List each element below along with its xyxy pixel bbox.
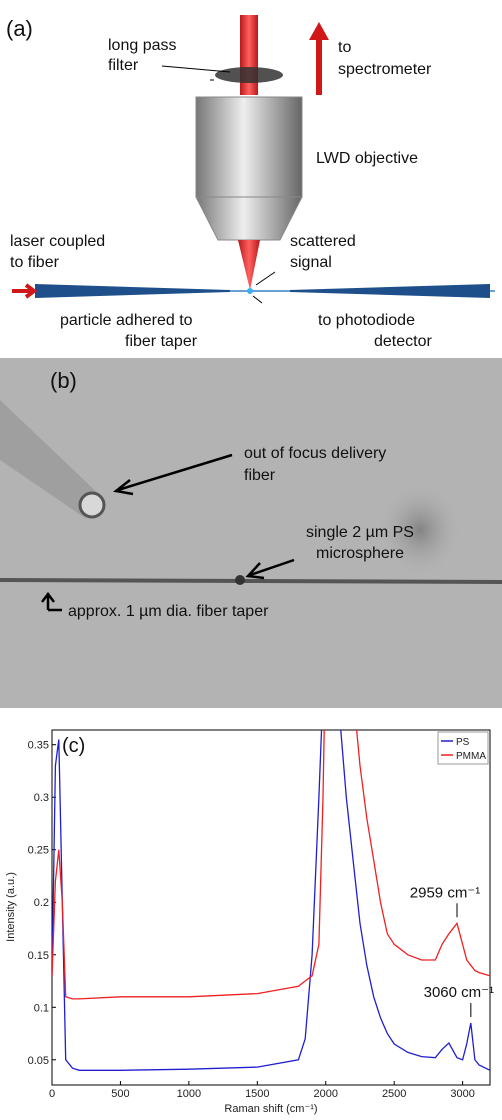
y-tick-label: 0.25	[28, 845, 49, 857]
objective-cone	[195, 196, 303, 241]
y-axis-label: Intensity (a.u.)	[5, 872, 17, 942]
label: single 2 µm PS	[306, 524, 414, 541]
label: fiber	[244, 467, 276, 484]
label: fiber taper	[125, 333, 198, 350]
filter-disk	[215, 67, 283, 83]
label: LWD objective	[316, 150, 418, 167]
y-tick-label: 0.1	[34, 1002, 49, 1014]
x-tick-label: 2000	[314, 1088, 338, 1100]
label: microsphere	[316, 545, 404, 562]
y-tick-label: 0.15	[28, 950, 49, 962]
x-axis-label: Raman shift (cm⁻¹)	[224, 1103, 317, 1115]
panel-label: (c)	[62, 735, 85, 757]
label: to	[338, 39, 351, 56]
label: scattered	[290, 233, 356, 250]
x-tick-label: 1000	[177, 1088, 201, 1100]
label: filter	[108, 57, 139, 74]
line	[52, 730, 490, 1071]
label: out of focus delivery	[244, 445, 386, 462]
label: particle adhered to	[60, 312, 193, 329]
objective-body	[195, 96, 303, 198]
panel-b: (b) out of focus delivery fiber single 2…	[0, 358, 502, 708]
label: long pass	[108, 37, 177, 54]
label: to photodiode	[318, 312, 415, 329]
panel-c: (c) Raman shift (cm⁻¹) Intensity (a.u.) …	[5, 729, 494, 1115]
panel-a: (a) long pass filter to spectrometer LWD…	[6, 15, 495, 350]
line	[52, 730, 490, 1000]
x-tick-label: 1500	[245, 1088, 269, 1100]
annotation: 3060 cm⁻¹	[424, 984, 494, 1001]
label: to fiber	[10, 254, 60, 271]
label: detector	[374, 333, 432, 350]
plot-lines	[52, 730, 490, 1071]
beam-cone	[238, 240, 260, 290]
y-tick-label: 0.05	[28, 1055, 49, 1067]
x-tick-label: 2500	[382, 1088, 406, 1100]
label: laser coupled	[10, 233, 105, 250]
x-tick-label: 3000	[450, 1088, 474, 1100]
legend-label: PS	[456, 737, 470, 748]
annotation: 2959 cm⁻¹	[410, 884, 480, 901]
arrow-up	[309, 22, 329, 95]
y-tick-label: 0.2	[34, 897, 49, 909]
label: spectrometer	[338, 61, 432, 78]
label: approx. 1 µm dia. fiber taper	[68, 603, 269, 620]
plot-area	[51, 729, 491, 1086]
legend	[437, 731, 489, 765]
panel-label: (a)	[6, 16, 33, 41]
taper-left	[35, 284, 230, 298]
legend-label: PMMA	[456, 751, 486, 762]
y-tick-label: 0.35	[28, 740, 49, 752]
x-tick-label: 0	[49, 1088, 55, 1100]
y-tick-label: 0.3	[34, 792, 49, 804]
panel-label: (b)	[50, 368, 77, 393]
taper-right	[290, 284, 490, 298]
label: signal	[290, 254, 332, 271]
x-tick-label: 500	[111, 1088, 129, 1100]
